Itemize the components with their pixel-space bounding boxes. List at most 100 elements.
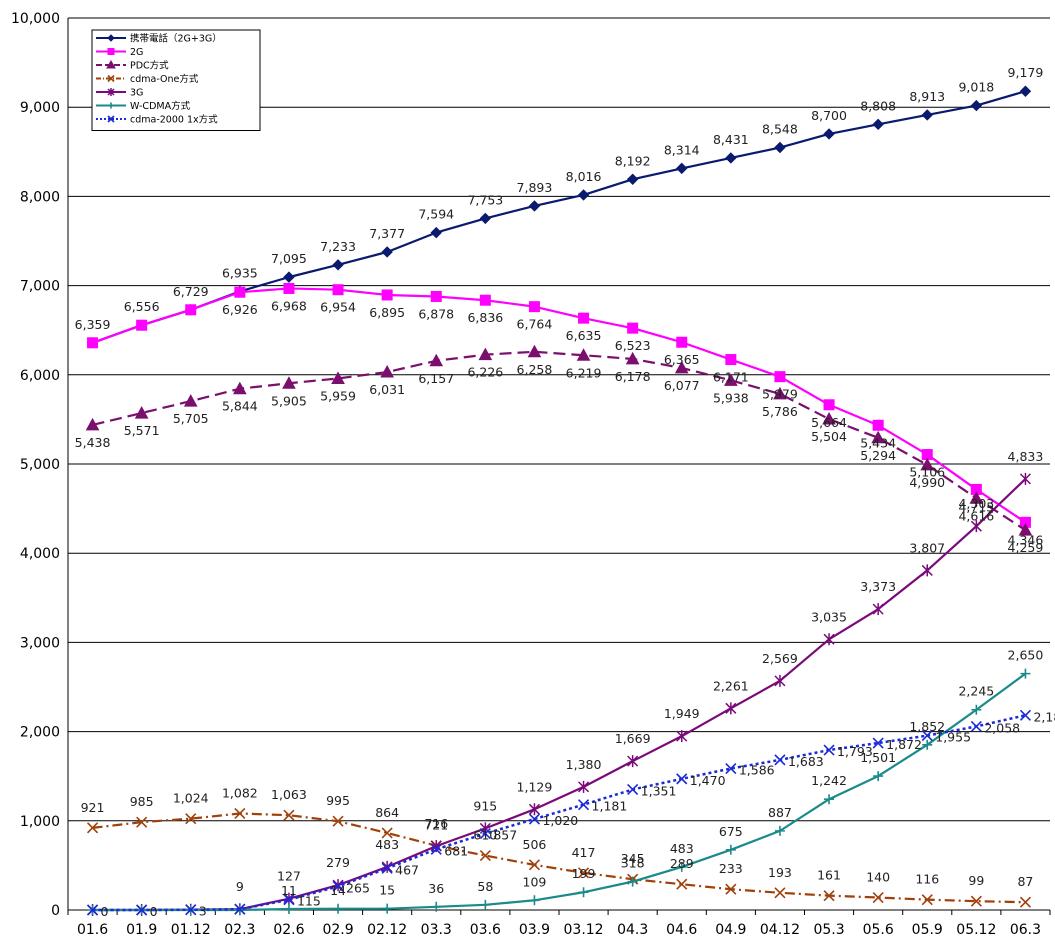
y-tick-label: 10,000 — [11, 11, 60, 27]
data-label: 5,959 — [320, 388, 356, 403]
data-point-marker — [185, 304, 197, 316]
legend-label: PDC方式 — [130, 60, 169, 72]
x-axis: 01.6 01.9 01.12 02.3 02.6 02.9 02.12 03.3 03.6 03… — [67, 909, 1051, 938]
data-label: 233 — [719, 861, 743, 876]
data-point-marker — [970, 720, 982, 732]
data-label: 87 — [1017, 874, 1033, 889]
data-point-marker — [479, 212, 492, 225]
x-tick-label: 05.9 — [912, 922, 943, 938]
data-point-marker — [430, 290, 442, 302]
data-point-marker — [627, 755, 639, 768]
data-label: 6,077 — [664, 378, 700, 393]
legend-label: W-CDMA方式 — [130, 100, 191, 112]
y-tick-label: 7,000 — [20, 279, 60, 295]
data-label: 921 — [81, 800, 105, 815]
data-point-marker — [283, 904, 294, 915]
data-label: 2,261 — [713, 678, 749, 693]
data-label: 1,020 — [542, 813, 578, 828]
data-point-marker — [577, 189, 590, 201]
data-point-marker — [577, 799, 590, 811]
data-point-marker — [479, 294, 491, 306]
data-label: 887 — [768, 805, 792, 820]
data-label: 6,365 — [664, 352, 700, 367]
data-point-marker — [921, 109, 933, 121]
x-tick-label: 03.3 — [421, 922, 452, 938]
y-tick-label: 1,000 — [20, 814, 60, 830]
legend-entry-6: cdma-2000 1x方式 — [96, 114, 218, 126]
data-point-marker — [233, 381, 247, 395]
data-point-marker — [725, 354, 737, 366]
data-label: 3,035 — [811, 609, 847, 624]
data-label: 1,242 — [811, 773, 847, 788]
data-label: 265 — [346, 880, 370, 895]
data-point-marker — [136, 816, 148, 828]
data-label: 6,968 — [271, 298, 307, 313]
data-point-marker — [922, 739, 933, 750]
data-point-marker — [872, 419, 884, 431]
x-tick-label: 01.12 — [171, 922, 211, 938]
data-label: 345 — [621, 851, 645, 866]
data-label: 7,233 — [320, 239, 356, 254]
data-label: 5,434 — [860, 435, 896, 450]
data-point-marker — [725, 702, 737, 715]
data-label: 1,586 — [739, 763, 775, 778]
data-point-marker — [107, 74, 115, 83]
x-tick-label: 03.12 — [564, 922, 604, 938]
data-point-marker — [283, 809, 295, 821]
data-label: 8,192 — [615, 153, 651, 168]
series-line — [92, 287, 1027, 524]
data-point-marker — [578, 780, 590, 793]
series-group — [85, 85, 1033, 916]
x-tick-label: 04.9 — [715, 922, 746, 938]
data-label: 4,616 — [958, 508, 994, 523]
data-label: 140 — [866, 870, 890, 885]
legend-entry-0: 携帯電話（2G+3G） — [96, 33, 222, 45]
data-label: 6,031 — [369, 382, 405, 397]
data-point-marker — [283, 282, 295, 294]
data-label: 161 — [817, 868, 841, 883]
x-tick-label: 03.6 — [470, 922, 501, 938]
data-point-marker — [185, 904, 197, 916]
data-point-marker — [529, 895, 540, 906]
data-label: 5,979 — [762, 387, 798, 402]
x-tick-label: 06.3 — [1010, 922, 1041, 938]
data-label: 5,664 — [811, 415, 847, 430]
x-tick-label: 02.3 — [224, 922, 255, 938]
data-label: 610 — [473, 828, 497, 843]
data-label: 318 — [621, 856, 645, 871]
data-point-marker — [430, 843, 442, 855]
data-label: 8,016 — [566, 169, 602, 184]
series-line — [92, 90, 1026, 344]
data-label: 1,024 — [173, 791, 209, 806]
data-label: 5,504 — [811, 429, 847, 444]
data-point-marker — [970, 99, 983, 112]
legend-entry-4: 3G — [96, 88, 143, 99]
data-label: 2,245 — [958, 684, 994, 699]
data-label: 8,314 — [664, 142, 700, 157]
series-2 — [85, 344, 1033, 536]
data-label: 6,178 — [615, 369, 651, 384]
data-label: 995 — [326, 793, 350, 808]
data-point-marker — [332, 880, 344, 892]
series-1 — [87, 282, 1031, 528]
data-point-marker — [234, 807, 246, 820]
legend-entry-2: PDC方式 — [96, 60, 169, 72]
data-label: 3,807 — [909, 540, 945, 555]
data-label: 7,893 — [517, 180, 553, 195]
x-tick-label: 05.6 — [863, 922, 894, 938]
data-point-marker — [676, 878, 688, 890]
data-point-marker — [971, 704, 982, 715]
data-point-marker — [234, 286, 246, 298]
data-point-marker — [136, 319, 148, 331]
y-tick-label: 6,000 — [20, 368, 60, 384]
data-point-marker — [725, 844, 736, 855]
data-label: 4,303 — [958, 496, 994, 511]
data-point-marker — [676, 773, 688, 785]
data-point-marker — [871, 430, 885, 444]
data-point-marker — [183, 394, 198, 407]
y-tick-label: 8,000 — [20, 189, 60, 205]
y-tick-label: 2,000 — [20, 725, 60, 741]
data-label: 857 — [493, 828, 517, 843]
data-point-marker — [774, 371, 786, 383]
